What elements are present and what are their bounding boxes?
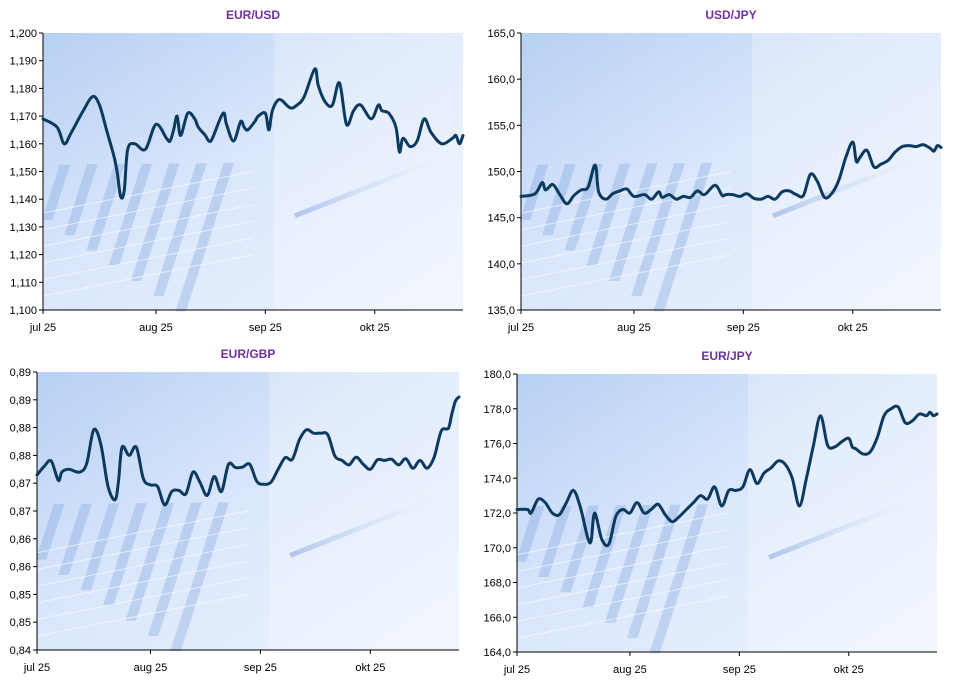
y-tick-label: 1,150 bbox=[9, 167, 37, 179]
chart-title: EUR/JPY bbox=[701, 349, 752, 363]
x-tick-label: sep 25 bbox=[244, 662, 277, 674]
y-tick-label: 0,85 bbox=[10, 589, 31, 601]
y-tick-label: 0,89 bbox=[10, 395, 31, 407]
y-tick-label: 170,0 bbox=[483, 543, 511, 555]
y-tick-label: 160,0 bbox=[487, 74, 515, 86]
y-tick-label: 140,0 bbox=[487, 259, 515, 271]
x-tick-label: okt 25 bbox=[838, 322, 868, 334]
y-tick-label: 165,0 bbox=[487, 28, 515, 40]
chart-title: EUR/USD bbox=[226, 8, 280, 22]
chart-title: EUR/GBP bbox=[221, 347, 276, 361]
x-tick-label: aug 25 bbox=[134, 662, 168, 674]
y-tick-label: 172,0 bbox=[483, 508, 511, 520]
chart-title: USD/JPY bbox=[705, 8, 756, 22]
x-tick-label: jul 25 bbox=[503, 664, 530, 676]
y-tick-label: 0,87 bbox=[10, 478, 31, 490]
y-tick-label: 0,87 bbox=[10, 506, 31, 518]
x-tick-label: jul 25 bbox=[507, 322, 534, 334]
chart-background-image bbox=[519, 33, 942, 312]
y-tick-label: 1,170 bbox=[9, 111, 37, 123]
y-tick-label: 0,84 bbox=[10, 645, 31, 657]
y-tick-label: 0,88 bbox=[10, 450, 31, 462]
x-tick-label: sep 25 bbox=[249, 322, 282, 334]
y-tick-label: 1,160 bbox=[9, 139, 37, 151]
y-tick-label: 1,140 bbox=[9, 194, 37, 206]
y-tick-label: 1,130 bbox=[9, 222, 37, 234]
y-tick-label: 1,200 bbox=[9, 28, 37, 40]
y-tick-label: 166,0 bbox=[483, 612, 511, 624]
y-tick-label: 1,180 bbox=[9, 83, 37, 95]
chart-panel-eur-jpy: EUR/JPY 164,0 166,0 168,0 170,0 172,0 174,0 176… bbox=[483, 349, 939, 676]
series-line bbox=[35, 395, 461, 507]
y-tick-label: 0,88 bbox=[10, 423, 31, 435]
chart-background-image bbox=[41, 33, 464, 312]
y-tick-label: 155,0 bbox=[487, 120, 515, 132]
y-tick-label: 164,0 bbox=[483, 647, 511, 659]
y-tick-label: 168,0 bbox=[483, 578, 511, 590]
chart-background-image bbox=[35, 372, 460, 652]
x-tick-label: jul 25 bbox=[29, 322, 56, 334]
chart-panel-usd-jpy: USD/JPY 135,0 140,0 145,0 150,0 155,0 160,0 165… bbox=[487, 8, 943, 334]
y-tick-label: 178,0 bbox=[483, 404, 511, 416]
x-tick-label: sep 25 bbox=[727, 322, 760, 334]
x-tick-label: okt 25 bbox=[355, 662, 385, 674]
x-tick-label: aug 25 bbox=[139, 322, 173, 334]
x-tick-label: jul 25 bbox=[23, 662, 50, 674]
y-tick-label: 1,100 bbox=[9, 305, 37, 317]
chart-panel-eur-gbp: EUR/GBP 0,84 0,85 0,85 0,86 0,86 0,87 0,87 0,88 0… bbox=[10, 347, 461, 674]
y-tick-label: 0,86 bbox=[10, 562, 31, 574]
y-tick-label: 0,85 bbox=[10, 617, 31, 629]
y-tick-label: 180,0 bbox=[483, 369, 511, 381]
y-tick-label: 150,0 bbox=[487, 167, 515, 179]
x-tick-label: sep 25 bbox=[723, 664, 756, 676]
y-tick-label: 1,190 bbox=[9, 56, 37, 68]
x-tick-label: aug 25 bbox=[617, 322, 651, 334]
series-line bbox=[519, 140, 943, 206]
y-tick-label: 135,0 bbox=[487, 305, 515, 317]
series-line bbox=[41, 67, 465, 200]
series-line bbox=[515, 404, 939, 548]
x-tick-label: okt 25 bbox=[360, 322, 390, 334]
y-tick-label: 145,0 bbox=[487, 213, 515, 225]
y-tick-label: 0,86 bbox=[10, 534, 31, 546]
x-tick-label: okt 25 bbox=[834, 664, 864, 676]
y-tick-label: 176,0 bbox=[483, 439, 511, 451]
y-tick-label: 1,110 bbox=[10, 277, 37, 289]
chart-panel-eur-usd: EUR/USD 1,100 1,110 1,120 1,130 1,140 1,150 1,1… bbox=[9, 8, 465, 334]
chart-background-image bbox=[515, 374, 938, 654]
x-tick-label: aug 25 bbox=[613, 664, 647, 676]
y-tick-label: 1,120 bbox=[9, 250, 37, 262]
y-tick-label: 174,0 bbox=[483, 473, 511, 485]
y-tick-label: 0,89 bbox=[10, 367, 31, 379]
